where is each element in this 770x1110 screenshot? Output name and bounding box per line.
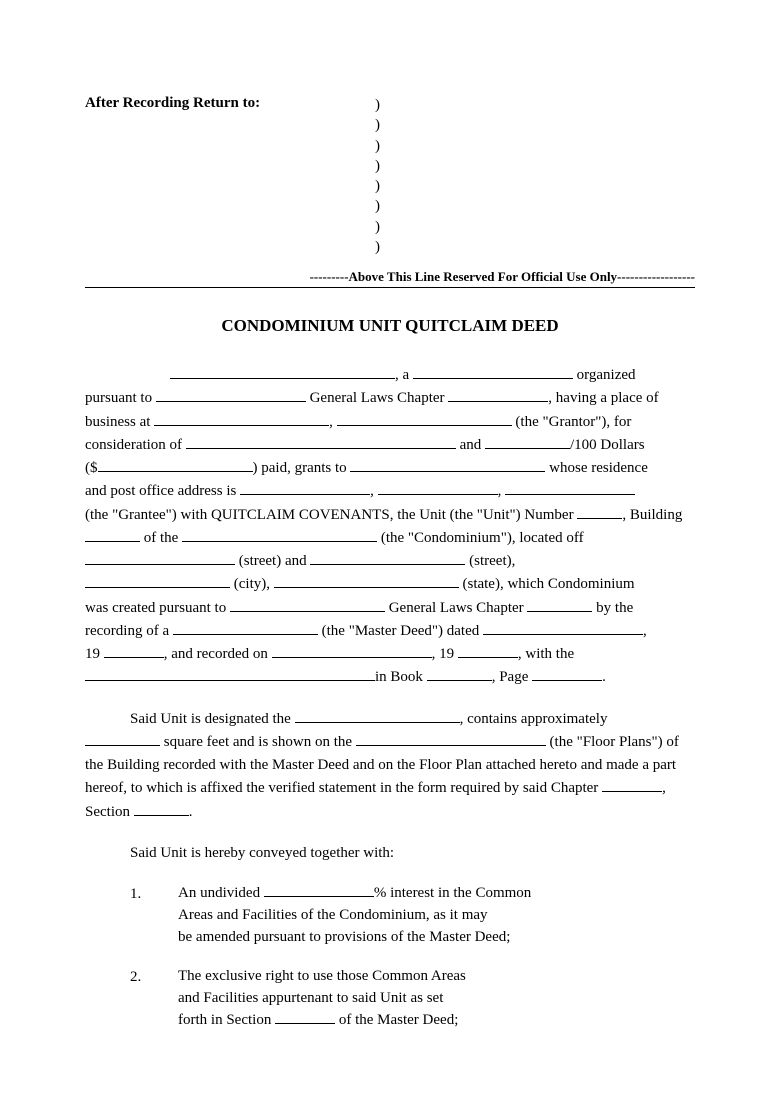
paren: ) <box>375 136 380 156</box>
paren: ) <box>375 196 380 216</box>
paren: ) <box>375 217 380 237</box>
paren: ) <box>375 237 380 257</box>
list-number: 1. <box>130 883 178 948</box>
document-page: After Recording Return to: ) ) ) ) ) ) )… <box>0 0 770 1110</box>
divider <box>85 287 695 288</box>
list-body: The exclusive right to use those Common … <box>178 966 695 1031</box>
paragraph-3: Said Unit is hereby conveyed together wi… <box>85 842 695 865</box>
document-title: CONDOMINIUM UNIT QUITCLAIM DEED <box>85 316 695 336</box>
list-number: 2. <box>130 966 178 1031</box>
body: , a organized pursuant to General Laws C… <box>85 364 695 1032</box>
official-use-line: ---------Above This Line Reserved For Of… <box>85 269 695 285</box>
list-item-2: 2. The exclusive right to use those Comm… <box>130 966 695 1031</box>
paren: ) <box>375 156 380 176</box>
list-item-1: 1. An undivided % interest in the Common… <box>130 883 695 948</box>
return-to-label: After Recording Return to: <box>85 95 260 112</box>
paragraph-1: , a organized pursuant to General Laws C… <box>85 364 695 690</box>
header-section: After Recording Return to: ) ) ) ) ) ) )… <box>85 95 695 288</box>
paragraph-2: Said Unit is designated the , contains a… <box>85 708 695 824</box>
list-body: An undivided % interest in the Common Ar… <box>178 883 695 948</box>
paren: ) <box>375 95 380 115</box>
paren-column: ) ) ) ) ) ) ) ) <box>375 95 380 257</box>
paren: ) <box>375 176 380 196</box>
paren: ) <box>375 115 380 135</box>
